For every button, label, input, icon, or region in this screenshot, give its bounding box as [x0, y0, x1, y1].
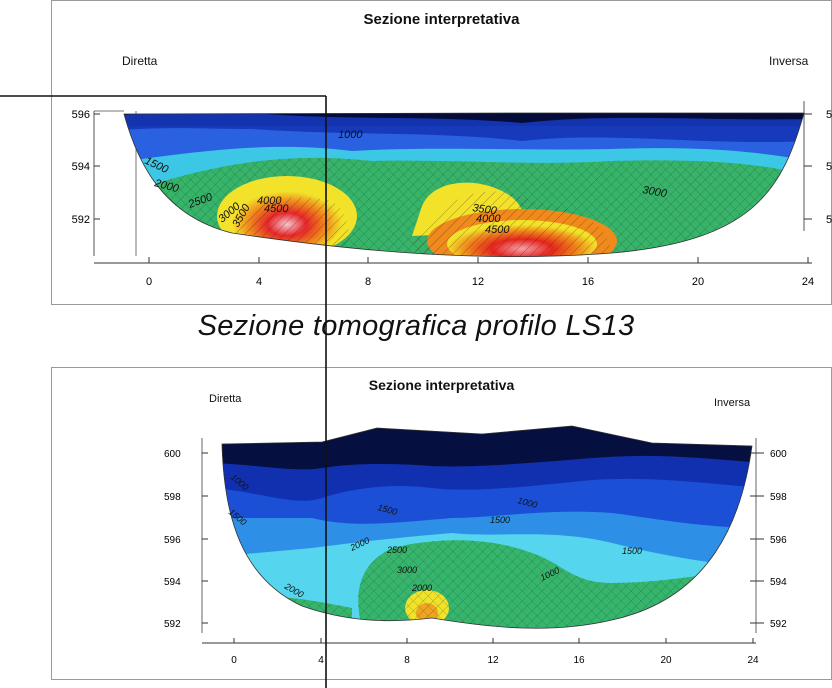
top-y-axis-ticks: 596 594 592 5 5 5 — [72, 109, 832, 226]
bottom-y-tick: 594 — [164, 577, 181, 588]
contour-label: 1000 — [338, 129, 363, 141]
bottom-x-tick: 0 — [231, 655, 237, 666]
bottom-y-tick-right: 594 — [770, 577, 787, 588]
top-x-tick: 12 — [472, 276, 484, 288]
top-section-title: Sezione interpretativa — [363, 11, 520, 28]
bottom-y-tick: 598 — [164, 492, 181, 503]
figure-caption: Sezione tomografica profilo LS13 — [197, 310, 635, 342]
bottom-y-tick: 600 — [164, 449, 181, 460]
top-velocity-field — [124, 113, 804, 257]
contour-label: 2000 — [411, 583, 432, 593]
bottom-y-tick: 596 — [164, 535, 181, 546]
bottom-section-title: Sezione interpretativa — [368, 377, 515, 393]
bottom-y-tick-right: 592 — [770, 619, 787, 630]
bottom-y-tick-right: 598 — [770, 492, 787, 503]
top-x-axis-ticks: 0 4 8 12 16 20 24 — [146, 257, 814, 288]
top-x-tick: 8 — [365, 276, 371, 288]
top-x-tick: 24 — [802, 276, 814, 288]
top-tomography-plot: 596 594 592 5 5 5 0 4 8 12 16 20 24 — [72, 101, 832, 288]
bottom-y-tick-right: 600 — [770, 449, 787, 460]
bottom-x-tick: 20 — [660, 655, 672, 666]
bottom-x-tick: 4 — [318, 655, 324, 666]
top-y-tick-right: 5 — [826, 214, 832, 226]
bottom-x-axis-ticks: 0 4 8 12 16 20 24 — [231, 638, 759, 666]
bottom-tomography-plot: 600 598 596 594 592 600 598 596 594 592 — [164, 425, 787, 666]
top-contour-labels: 1000 1500 2000 2500 3000 3500 4000 4500 … — [143, 129, 669, 236]
contour-label: 3500 — [472, 202, 499, 217]
bottom-y-tick: 592 — [164, 619, 181, 630]
bottom-x-tick: 24 — [747, 655, 759, 666]
contour-label: 4000 — [257, 195, 282, 207]
contour-label: 3000 — [397, 565, 417, 575]
top-y-tick-right: 5 — [826, 161, 832, 173]
top-x-tick: 20 — [692, 276, 704, 288]
top-right-label: Inversa — [769, 54, 809, 68]
bottom-x-tick: 16 — [573, 655, 585, 666]
bottom-x-tick: 8 — [404, 655, 410, 666]
contour-label: 2500 — [386, 545, 407, 555]
top-left-label: Diretta — [122, 54, 158, 68]
bottom-right-label: Inversa — [714, 397, 751, 409]
top-x-tick: 0 — [146, 276, 152, 288]
bottom-x-tick: 12 — [487, 655, 499, 666]
contour-label: 1500 — [622, 546, 642, 556]
top-y-tick-right: 5 — [826, 109, 832, 121]
bottom-y-tick-right: 596 — [770, 535, 787, 546]
top-y-tick: 592 — [72, 214, 90, 226]
top-section-panel: Sezione interpretativa Diretta Inversa — [51, 0, 832, 305]
contour-label: 4500 — [264, 203, 289, 215]
top-y-tick: 596 — [72, 109, 90, 121]
bottom-y-axis-ticks: 600 598 596 594 592 600 598 596 594 592 — [164, 449, 787, 630]
bottom-left-label: Diretta — [209, 393, 242, 405]
top-x-tick: 16 — [582, 276, 594, 288]
top-y-tick: 594 — [72, 161, 90, 173]
top-x-tick: 4 — [256, 276, 262, 288]
contour-label: 4500 — [485, 224, 510, 236]
contour-label: 4000 — [476, 213, 501, 225]
bottom-section-panel: Sezione interpretativa Diretta Inversa — [51, 367, 832, 680]
contour-label: 3000 — [641, 184, 668, 200]
bottom-velocity-field — [222, 426, 752, 629]
contour-label: 1500 — [490, 515, 510, 525]
